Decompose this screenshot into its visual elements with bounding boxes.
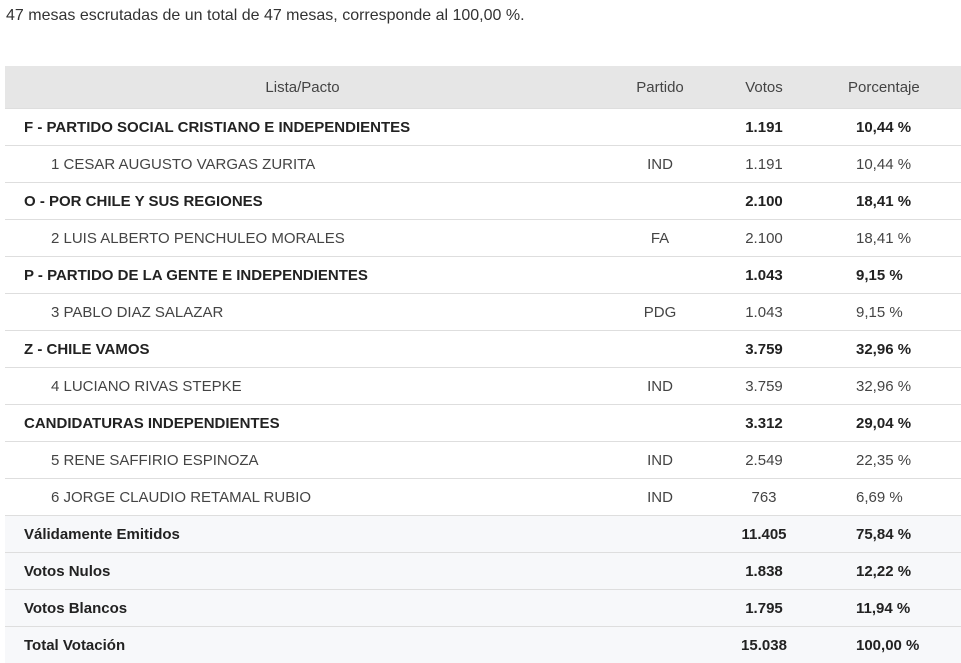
name-cell: Votos Blancos <box>5 590 600 627</box>
porcentaje-cell: 32,96 % <box>808 368 961 405</box>
porcentaje-cell: 12,22 % <box>808 553 961 590</box>
name-cell: Total Votación <box>5 627 600 663</box>
partido-cell <box>600 590 720 627</box>
scrutiny-summary: 47 mesas escrutadas de un total de 47 me… <box>6 7 525 25</box>
name-cell: CANDIDATURAS INDEPENDIENTES <box>5 405 600 442</box>
name-cell: O - POR CHILE Y SUS REGIONES <box>5 183 600 220</box>
partido-cell: PDG <box>600 294 720 331</box>
porcentaje-cell: 22,35 % <box>808 442 961 479</box>
partido-cell: IND <box>600 368 720 405</box>
porcentaje-cell: 9,15 % <box>808 294 961 331</box>
porcentaje-cell: 100,00 % <box>808 627 961 663</box>
name-cell: P - PARTIDO DE LA GENTE E INDEPENDIENTES <box>5 257 600 294</box>
partido-cell: IND <box>600 442 720 479</box>
porcentaje-cell: 18,41 % <box>808 220 961 257</box>
partido-cell <box>600 516 720 553</box>
name-cell: F - PARTIDO SOCIAL CRISTIANO E INDEPENDI… <box>5 109 600 146</box>
header-porcentaje: Porcentaje <box>808 66 961 109</box>
votos-cell: 1.838 <box>720 553 808 590</box>
votos-cell: 1.191 <box>720 109 808 146</box>
partido-cell: IND <box>600 479 720 516</box>
votos-cell: 763 <box>720 479 808 516</box>
votos-cell: 3.759 <box>720 331 808 368</box>
votos-cell: 1.043 <box>720 294 808 331</box>
table-header: Lista/Pacto Partido Votos Porcentaje <box>5 66 961 109</box>
partido-cell <box>600 109 720 146</box>
name-cell: 1 CESAR AUGUSTO VARGAS ZURITA <box>5 146 600 183</box>
list-row: F - PARTIDO SOCIAL CRISTIANO E INDEPENDI… <box>5 109 961 146</box>
votos-cell: 1.043 <box>720 257 808 294</box>
porcentaje-cell: 18,41 % <box>808 183 961 220</box>
votos-cell: 1.191 <box>720 146 808 183</box>
partido-cell <box>600 405 720 442</box>
name-cell: Z - CHILE VAMOS <box>5 331 600 368</box>
partido-cell <box>600 553 720 590</box>
header-partido: Partido <box>600 66 720 109</box>
votos-cell: 2.100 <box>720 220 808 257</box>
name-cell: Votos Nulos <box>5 553 600 590</box>
name-cell: 3 PABLO DIAZ SALAZAR <box>5 294 600 331</box>
votos-cell: 2.549 <box>720 442 808 479</box>
votos-cell: 3.312 <box>720 405 808 442</box>
porcentaje-cell: 11,94 % <box>808 590 961 627</box>
header-votos: Votos <box>720 66 808 109</box>
porcentaje-cell: 29,04 % <box>808 405 961 442</box>
votos-cell: 1.795 <box>720 590 808 627</box>
partido-cell <box>600 627 720 663</box>
votos-cell: 3.759 <box>720 368 808 405</box>
porcentaje-cell: 10,44 % <box>808 109 961 146</box>
list-row: P - PARTIDO DE LA GENTE E INDEPENDIENTES… <box>5 257 961 294</box>
partido-cell <box>600 257 720 294</box>
name-cell: 5 RENE SAFFIRIO ESPINOZA <box>5 442 600 479</box>
votos-cell: 2.100 <box>720 183 808 220</box>
porcentaje-cell: 32,96 % <box>808 331 961 368</box>
votos-cell: 15.038 <box>720 627 808 663</box>
porcentaje-cell: 9,15 % <box>808 257 961 294</box>
votos-cell: 11.405 <box>720 516 808 553</box>
results-table: Lista/Pacto Partido Votos Porcentaje F -… <box>5 66 961 663</box>
partido-cell: IND <box>600 146 720 183</box>
partido-cell <box>600 183 720 220</box>
partido-cell: FA <box>600 220 720 257</box>
name-cell: Válidamente Emitidos <box>5 516 600 553</box>
header-lista: Lista/Pacto <box>5 66 600 109</box>
name-cell: 4 LUCIANO RIVAS STEPKE <box>5 368 600 405</box>
partido-cell <box>600 331 720 368</box>
porcentaje-cell: 10,44 % <box>808 146 961 183</box>
porcentaje-cell: 6,69 % <box>808 479 961 516</box>
porcentaje-cell: 75,84 % <box>808 516 961 553</box>
name-cell: 6 JORGE CLAUDIO RETAMAL RUBIO <box>5 479 600 516</box>
name-cell: 2 LUIS ALBERTO PENCHULEO MORALES <box>5 220 600 257</box>
